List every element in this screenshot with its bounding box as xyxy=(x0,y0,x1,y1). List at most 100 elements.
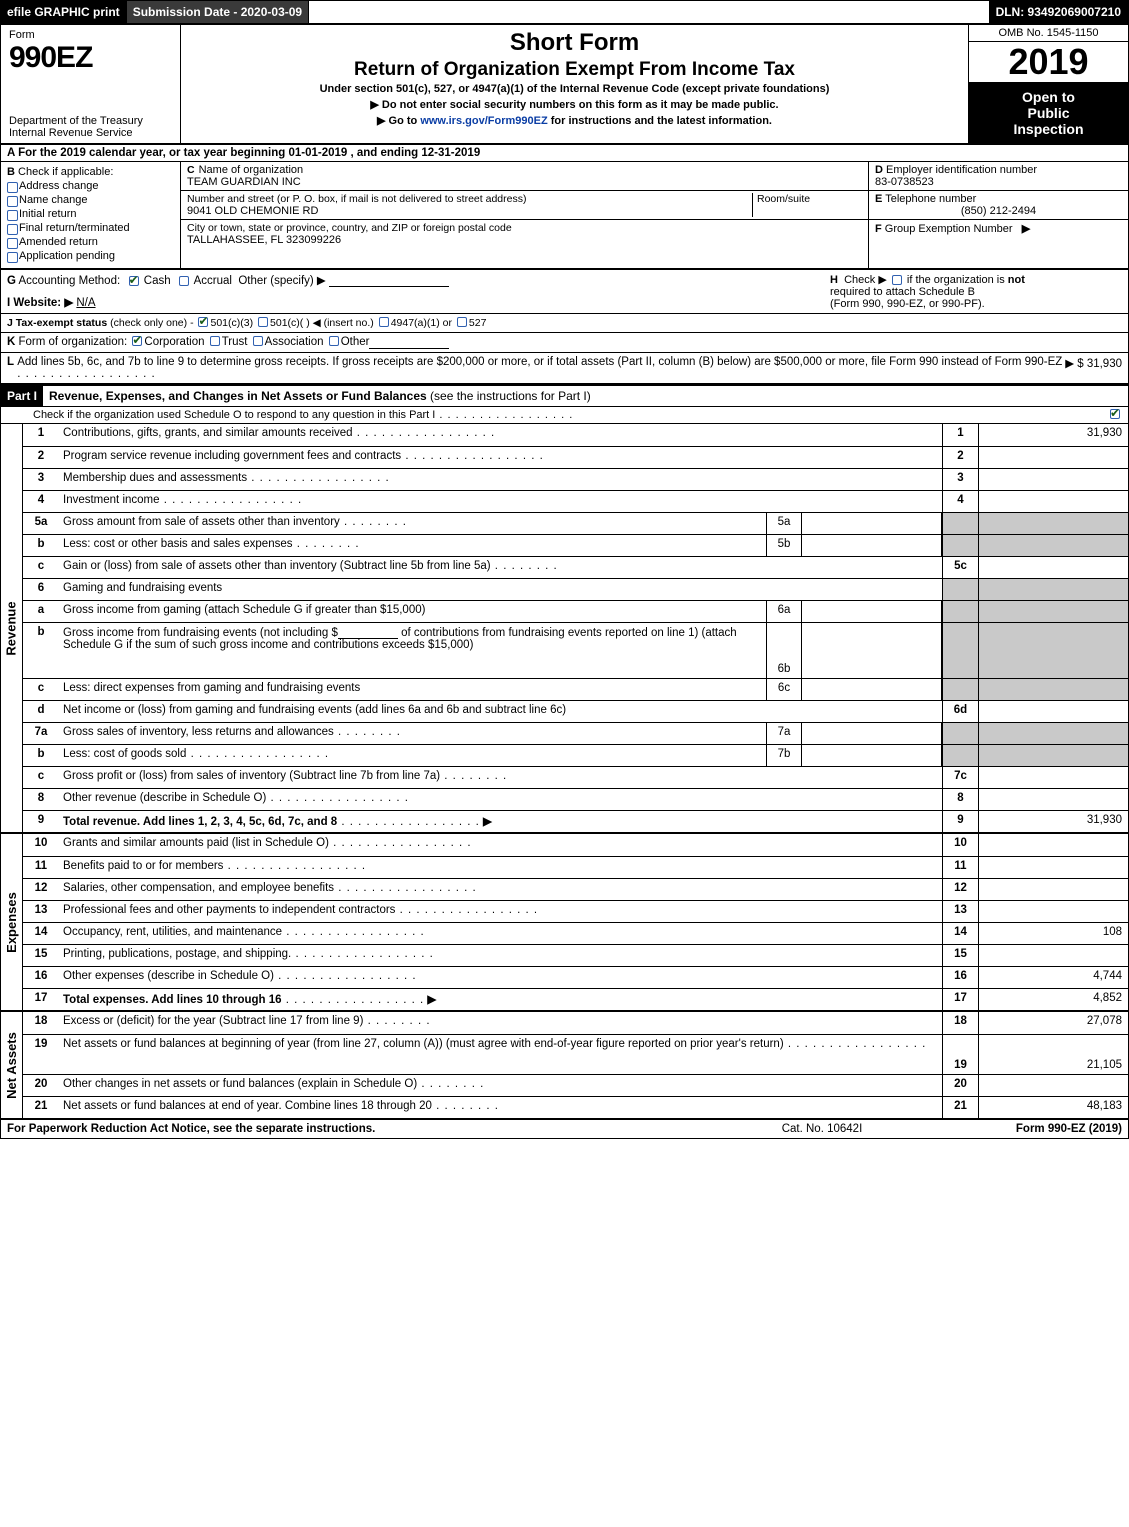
chk-501c[interactable] xyxy=(258,317,268,327)
chk-application-pending[interactable]: Application pending xyxy=(7,250,174,262)
line-6-num: 6 xyxy=(23,579,59,600)
g-accrual: Accrual xyxy=(194,275,232,287)
line-2-ref: 2 xyxy=(942,447,978,468)
line-1-amt: 31,930 xyxy=(978,424,1128,446)
j-o3: 4947(a)(1) or xyxy=(391,317,452,329)
line-4-desc: Investment income xyxy=(63,494,160,506)
line-3-amt xyxy=(978,469,1128,490)
irs-link[interactable]: www.irs.gov/Form990EZ xyxy=(420,115,547,127)
k-other-blank[interactable] xyxy=(369,336,449,349)
section-b: B Check if applicable: Address change Na… xyxy=(1,162,181,268)
line-10-desc: Grants and similar amounts paid (list in… xyxy=(63,837,329,849)
label-f: F xyxy=(875,223,882,235)
f-title: Group Exemption Number xyxy=(885,223,1013,235)
line-3: 3 Membership dues and assessments 3 xyxy=(23,468,1128,490)
line-7a-desc: Gross sales of inventory, less returns a… xyxy=(63,726,334,738)
line-10: 10 Grants and similar amounts paid (list… xyxy=(23,834,1128,856)
main-title: Return of Organization Exempt From Incom… xyxy=(187,59,962,81)
line-5b: b Less: cost or other basis and sales ex… xyxy=(23,534,1128,556)
header-center: Short Form Return of Organization Exempt… xyxy=(181,25,968,143)
chk-name-change[interactable]: Name change xyxy=(7,194,174,206)
chk-schedule-b[interactable] xyxy=(892,275,902,285)
j-note: (check only one) - xyxy=(110,317,193,329)
line-5b-inner: 5b xyxy=(766,535,802,556)
label-d: D xyxy=(875,164,883,176)
chk-accrual[interactable] xyxy=(179,276,189,286)
g-other-blank[interactable] xyxy=(329,274,449,287)
irs-label: Internal Revenue Service xyxy=(9,127,172,139)
line-6c-desc: Less: direct expenses from gaming and fu… xyxy=(63,682,360,694)
chk-association[interactable] xyxy=(253,336,263,346)
label-i: I xyxy=(7,297,10,309)
chk-final-return[interactable]: Final return/terminated xyxy=(7,222,174,234)
section-c: CName of organization TEAM GUARDIAN INC … xyxy=(181,162,868,268)
line-6c: c Less: direct expenses from gaming and … xyxy=(23,678,1128,700)
line-11-ref: 11 xyxy=(942,857,978,878)
line-5c-desc: Gain or (loss) from sale of assets other… xyxy=(63,560,491,572)
g-title: Accounting Method: xyxy=(19,275,121,287)
line-20-ref: 20 xyxy=(942,1075,978,1096)
line-1-ref: 1 xyxy=(942,424,978,446)
open-line3: Inspection xyxy=(971,121,1126,137)
website-value: N/A xyxy=(76,297,95,309)
chk-initial-return[interactable]: Initial return xyxy=(7,208,174,220)
line-17-amt: 4,852 xyxy=(978,989,1128,1010)
line-7b-inner: 7b xyxy=(766,745,802,766)
line-18-desc: Excess or (deficit) for the year (Subtra… xyxy=(63,1015,363,1027)
label-g: G xyxy=(7,275,16,287)
k-o4: Other xyxy=(341,336,370,348)
line-6d: d Net income or (loss) from gaming and f… xyxy=(23,700,1128,722)
line-10-amt xyxy=(978,834,1128,856)
chk-527[interactable] xyxy=(457,317,467,327)
line-4-amt xyxy=(978,491,1128,512)
paperwork-notice: For Paperwork Reduction Act Notice, see … xyxy=(7,1123,722,1135)
line-7c-num: c xyxy=(23,767,59,788)
line-8-desc: Other revenue (describe in Schedule O) xyxy=(63,792,266,804)
line-12-num: 12 xyxy=(23,879,59,900)
chk-cash[interactable] xyxy=(129,276,139,286)
b-title: Check if applicable: xyxy=(18,166,113,178)
chk-schedule-o-used[interactable] xyxy=(1110,409,1120,419)
efile-graphic-print[interactable]: efile GRAPHIC print xyxy=(1,1,127,23)
line-13: 13 Professional fees and other payments … xyxy=(23,900,1128,922)
line-16-desc: Other expenses (describe in Schedule O) xyxy=(63,970,274,982)
line-15-amt xyxy=(978,945,1128,966)
line-8-ref: 8 xyxy=(942,789,978,810)
taxyear-text: For the 2019 calendar year, or tax year … xyxy=(18,147,480,159)
line-7b-desc: Less: cost of goods sold xyxy=(63,748,186,760)
line-21-amt: 48,183 xyxy=(978,1097,1128,1118)
line-2: 2 Program service revenue including gove… xyxy=(23,446,1128,468)
line-9-ref: 9 xyxy=(942,811,978,832)
chk-amended-return[interactable]: Amended return xyxy=(7,236,174,248)
header-right: OMB No. 1545-1150 2019 Open to Public In… xyxy=(968,25,1128,143)
k-o2: Trust xyxy=(222,336,248,348)
line-6a-inner-amt xyxy=(802,601,942,622)
line-5b-desc: Less: cost or other basis and sales expe… xyxy=(63,538,293,550)
chk-address-change[interactable]: Address change xyxy=(7,180,174,192)
line-9: 9 Total revenue. Add lines 1, 2, 3, 4, 5… xyxy=(23,810,1128,832)
line-16: 16 Other expenses (describe in Schedule … xyxy=(23,966,1128,988)
subtitle: Under section 501(c), 527, or 4947(a)(1)… xyxy=(187,83,962,95)
line-7c-amt xyxy=(978,767,1128,788)
line-19: 19 Net assets or fund balances at beginn… xyxy=(23,1034,1128,1074)
line-10-ref: 10 xyxy=(942,834,978,856)
line-11-desc: Benefits paid to or for members xyxy=(63,860,223,872)
chk-trust[interactable] xyxy=(210,336,220,346)
d-title: Employer identification number xyxy=(886,164,1037,176)
line-7b-num: b xyxy=(23,745,59,766)
part1-header: Part I Revenue, Expenses, and Changes in… xyxy=(1,385,1128,407)
line-6a-amt-grey xyxy=(978,601,1128,622)
k-o1: Corporation xyxy=(144,336,204,348)
goto-line: ▶ Go to www.irs.gov/Form990EZ for instru… xyxy=(187,114,962,127)
chk-corporation[interactable] xyxy=(132,336,142,346)
line-4: 4 Investment income 4 xyxy=(23,490,1128,512)
line-4-num: 4 xyxy=(23,491,59,512)
chk-501c3[interactable] xyxy=(198,317,208,327)
line-3-desc: Membership dues and assessments xyxy=(63,472,247,484)
line-6b-amt-grey xyxy=(978,623,1128,678)
chk-4947[interactable] xyxy=(379,317,389,327)
line-18-num: 18 xyxy=(23,1012,59,1034)
chk-other-org[interactable] xyxy=(329,336,339,346)
line-12-desc: Salaries, other compensation, and employ… xyxy=(63,882,334,894)
line-5a-ref-grey xyxy=(942,513,978,534)
